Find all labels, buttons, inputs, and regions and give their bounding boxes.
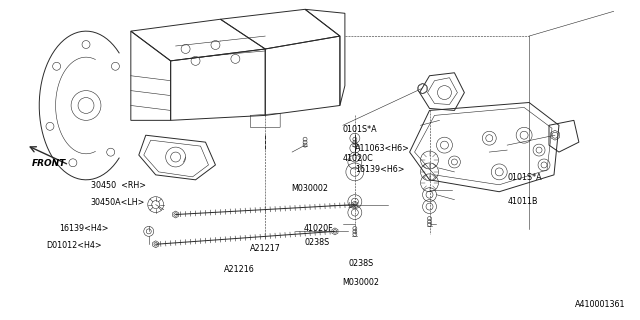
Text: 0101S*A: 0101S*A [342, 125, 377, 134]
Text: A21217: A21217 [250, 244, 281, 253]
Text: 16139<H6>: 16139<H6> [355, 165, 404, 174]
Text: D01012<H4>: D01012<H4> [46, 241, 102, 250]
Text: A11063<H6>: A11063<H6> [355, 144, 410, 153]
Text: 41020C: 41020C [342, 154, 373, 163]
Text: 30450  <RH>: 30450 <RH> [91, 181, 146, 190]
Text: 30450A<LH>: 30450A<LH> [91, 198, 145, 207]
Text: 41011B: 41011B [508, 197, 538, 206]
Text: M030002: M030002 [342, 278, 380, 287]
Text: A410001361: A410001361 [575, 300, 626, 309]
Text: 41020F: 41020F [304, 224, 333, 233]
Text: 0238S: 0238S [349, 259, 374, 268]
Text: M030002: M030002 [291, 184, 328, 193]
Text: 0101S*A: 0101S*A [508, 173, 543, 182]
Text: 0238S: 0238S [304, 238, 330, 247]
Text: FRONT: FRONT [32, 159, 66, 168]
Text: 16139<H4>: 16139<H4> [59, 224, 108, 233]
Text: A21216: A21216 [225, 265, 255, 274]
